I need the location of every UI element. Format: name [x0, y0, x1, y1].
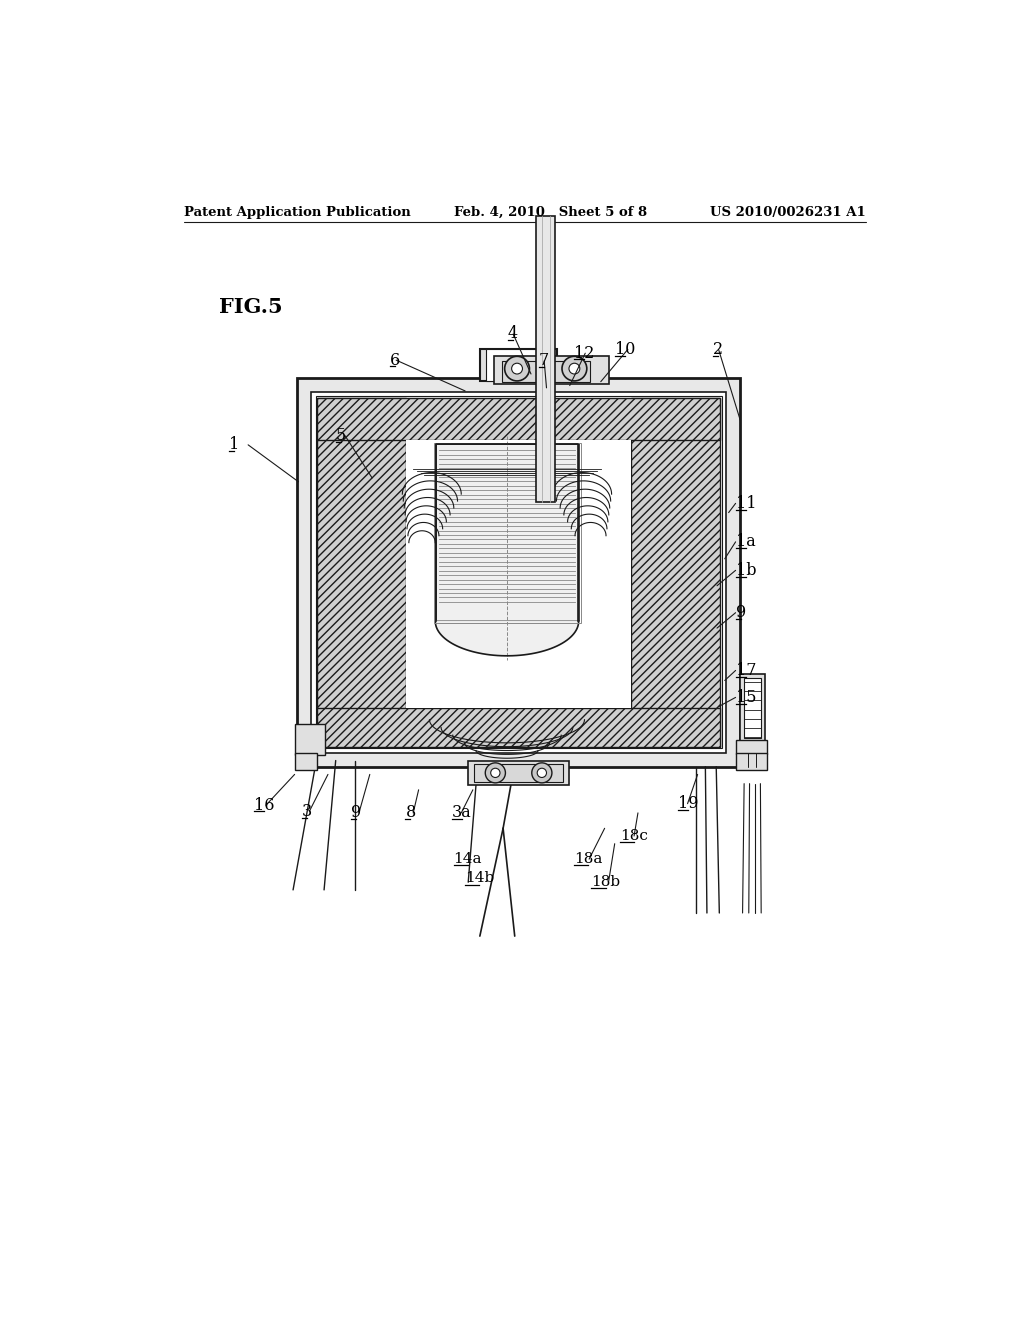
Circle shape [490, 768, 500, 777]
Circle shape [505, 356, 529, 381]
Bar [317, 397, 407, 747]
Bar [736, 752, 767, 770]
Text: 15: 15 [735, 689, 756, 706]
Bar [434, 442, 581, 623]
Circle shape [538, 768, 547, 777]
Bar [468, 760, 569, 785]
Bar [494, 356, 609, 384]
Bar [480, 348, 557, 381]
Circle shape [562, 356, 587, 381]
Bar [474, 763, 563, 781]
Text: 16: 16 [254, 797, 274, 813]
Text: Feb. 4, 2010   Sheet 5 of 8: Feb. 4, 2010 Sheet 5 of 8 [454, 206, 646, 219]
Bar [631, 397, 720, 747]
Text: 9: 9 [351, 804, 361, 821]
Text: 3a: 3a [452, 804, 472, 821]
Text: 14a: 14a [454, 853, 482, 866]
Bar [295, 752, 317, 770]
Text: 1a: 1a [735, 533, 756, 550]
Bar [297, 378, 740, 767]
Bar [740, 675, 765, 742]
Bar [744, 678, 761, 738]
Text: Patent Application Publication: Patent Application Publication [183, 206, 411, 219]
Bar [295, 725, 325, 755]
Text: 1b: 1b [735, 562, 756, 579]
Bar [486, 348, 551, 381]
Text: 8: 8 [406, 804, 416, 821]
Bar [537, 216, 555, 502]
Text: 17: 17 [735, 661, 756, 678]
Text: 7: 7 [539, 352, 549, 370]
Bar [502, 360, 590, 383]
Text: 5: 5 [336, 428, 346, 444]
Text: 3: 3 [302, 803, 312, 820]
Text: 18c: 18c [621, 829, 648, 843]
Text: 9: 9 [735, 605, 745, 622]
Circle shape [531, 763, 552, 783]
Text: 12: 12 [573, 345, 594, 362]
Text: 6: 6 [390, 351, 400, 368]
Text: 11: 11 [735, 495, 756, 512]
Text: FIG.5: FIG.5 [219, 297, 283, 317]
Bar [317, 708, 720, 747]
Bar [315, 396, 722, 748]
Text: 2: 2 [713, 341, 723, 358]
Circle shape [512, 363, 522, 374]
Text: 18a: 18a [573, 853, 602, 866]
Bar [317, 397, 720, 441]
Bar [311, 392, 726, 752]
Text: 10: 10 [614, 341, 635, 358]
Bar [736, 739, 767, 754]
Text: 19: 19 [678, 795, 698, 812]
Text: 18b: 18b [592, 875, 621, 890]
Circle shape [485, 763, 506, 783]
Bar [435, 444, 579, 622]
Text: US 2010/0026231 A1: US 2010/0026231 A1 [710, 206, 866, 219]
Text: 4: 4 [508, 326, 518, 342]
Polygon shape [435, 622, 579, 656]
Text: 1: 1 [228, 437, 239, 453]
Circle shape [569, 363, 580, 374]
Text: 14b: 14b [465, 871, 495, 886]
Bar [407, 441, 631, 708]
